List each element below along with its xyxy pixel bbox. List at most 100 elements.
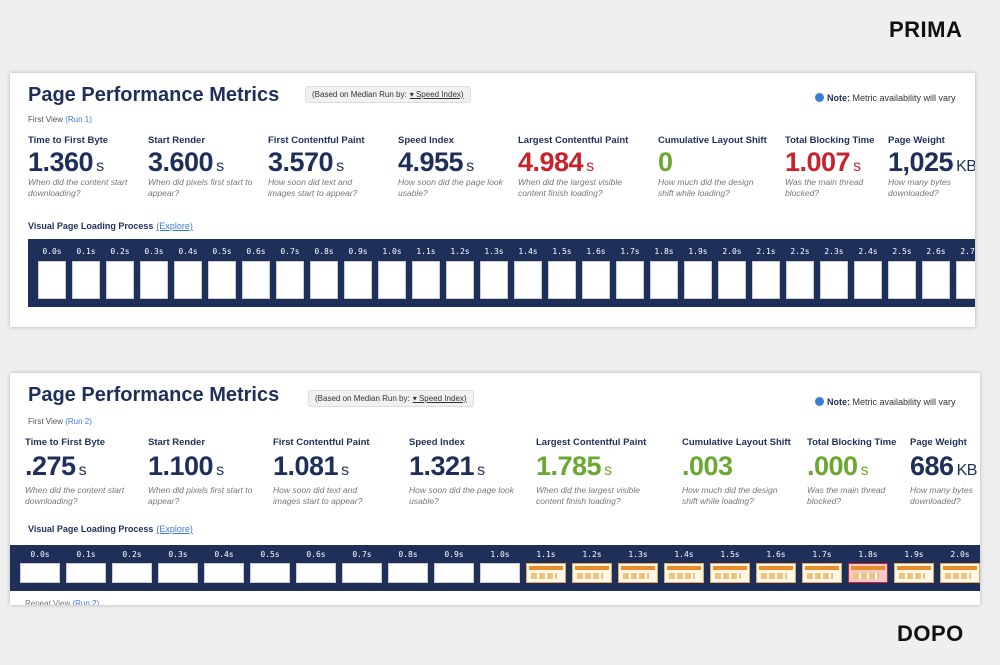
frame-time: 0.9s bbox=[444, 550, 464, 559]
frame-thumbnail bbox=[940, 563, 980, 583]
frame[interactable]: 0.1s bbox=[64, 545, 110, 591]
frame[interactable]: 1.5s bbox=[546, 239, 580, 307]
metric-unit: s bbox=[477, 462, 485, 479]
frame[interactable]: 1.3s bbox=[478, 239, 512, 307]
frame-thumbnail bbox=[344, 261, 372, 299]
frame-time: 0.3s bbox=[144, 247, 164, 256]
metric-value: 0 bbox=[658, 147, 673, 178]
metric-value: .003 bbox=[682, 451, 733, 482]
frame-thumbnail bbox=[20, 563, 60, 583]
frame[interactable]: 1.6s bbox=[754, 545, 800, 591]
frame[interactable]: 2.2s bbox=[784, 239, 818, 307]
frame-time: 0.2s bbox=[110, 247, 130, 256]
metric-description: When did the content start downloading? bbox=[28, 177, 128, 198]
frame[interactable]: 1.1s bbox=[524, 545, 570, 591]
run-link[interactable]: (Run 1) bbox=[65, 115, 92, 124]
frame[interactable]: 1.5s bbox=[708, 545, 754, 591]
metric-description: When did pixels first start to appear? bbox=[148, 177, 253, 198]
metric-number: 1,025 bbox=[888, 147, 954, 177]
frame-time: 1.0s bbox=[382, 247, 402, 256]
frame-thumbnail bbox=[752, 261, 780, 299]
metric-description: Was the main thread blocked? bbox=[807, 485, 886, 506]
metric-number: 686 bbox=[910, 451, 954, 481]
metric-value: 3.570 s bbox=[268, 147, 344, 178]
frame[interactable]: 0.2s bbox=[104, 239, 138, 307]
frame[interactable]: 1.2s bbox=[570, 545, 616, 591]
frame[interactable]: 0.4s bbox=[202, 545, 248, 591]
frame[interactable]: 1.9s bbox=[892, 545, 938, 591]
frame[interactable]: 0.6s bbox=[240, 239, 274, 307]
metric-value: 4.955 s bbox=[398, 147, 474, 178]
frame[interactable]: 2.5s bbox=[886, 239, 920, 307]
frame[interactable]: 2.6s bbox=[920, 239, 954, 307]
frame-time: 0.8s bbox=[398, 550, 418, 559]
frame-thumbnail bbox=[786, 261, 814, 299]
frame[interactable]: 0.6s bbox=[294, 545, 340, 591]
explore-link[interactable]: (Explore) bbox=[156, 524, 193, 534]
frame[interactable]: 0.3s bbox=[156, 545, 202, 591]
frame[interactable]: 2.0s bbox=[938, 545, 980, 591]
frame[interactable]: 0.9s bbox=[432, 545, 478, 591]
frame[interactable]: 0.7s bbox=[274, 239, 308, 307]
frame-thumbnail bbox=[158, 563, 198, 583]
metric-number: 1.081 bbox=[273, 451, 339, 481]
metric-dropdown[interactable]: ▾ Speed Index) bbox=[409, 90, 464, 99]
frame[interactable]: 2.4s bbox=[852, 239, 886, 307]
frame[interactable]: 1.8s bbox=[648, 239, 682, 307]
metric-value: 1.081 s bbox=[273, 451, 349, 482]
metric-description: How much did the design shift while load… bbox=[658, 177, 754, 198]
metric-value: 1,025 KB bbox=[888, 147, 975, 178]
frame[interactable]: 0.4s bbox=[172, 239, 206, 307]
frame[interactable]: 2.7s bbox=[954, 239, 975, 307]
median-run-selector: (Based on Median Run by: ▾ Speed Index) bbox=[305, 86, 471, 103]
metric-name: Total Blocking Time bbox=[807, 437, 897, 448]
based-on-text: (Based on Median Run by: bbox=[312, 90, 407, 99]
frame[interactable]: 0.5s bbox=[206, 239, 240, 307]
frame[interactable]: 0.8s bbox=[308, 239, 342, 307]
frame[interactable]: 1.9s bbox=[682, 239, 716, 307]
frame[interactable]: 0.3s bbox=[138, 239, 172, 307]
metric-unit: s bbox=[466, 158, 474, 175]
frame[interactable]: 1.1s bbox=[410, 239, 444, 307]
explore-link[interactable]: (Explore) bbox=[156, 221, 193, 231]
frame[interactable]: 1.7s bbox=[800, 545, 846, 591]
frame[interactable]: 2.3s bbox=[818, 239, 852, 307]
metric-number: 1.321 bbox=[409, 451, 475, 481]
frame[interactable]: 0.1s bbox=[70, 239, 104, 307]
frame[interactable]: 2.1s bbox=[750, 239, 784, 307]
frame-time: 0.5s bbox=[212, 247, 232, 256]
view-label: First View (Run 1) bbox=[28, 115, 92, 124]
frame[interactable]: 1.6s bbox=[580, 239, 614, 307]
frame[interactable]: 0.0s bbox=[36, 239, 70, 307]
metric-description: When did the largest visible content fin… bbox=[536, 485, 640, 506]
frame[interactable]: 0.0s bbox=[18, 545, 64, 591]
metric-dropdown[interactable]: ▾ Speed Index) bbox=[412, 394, 467, 403]
run-link[interactable]: (Run 2) bbox=[65, 417, 92, 426]
metric-description: How soon did the page look usable? bbox=[409, 485, 514, 506]
metric-name: Page Weight bbox=[910, 437, 967, 448]
frame-thumbnail bbox=[250, 563, 290, 583]
frame[interactable]: 1.8s bbox=[846, 545, 892, 591]
metric-number: 3.600 bbox=[148, 147, 214, 177]
frame[interactable]: 1.0s bbox=[478, 545, 524, 591]
frame[interactable]: 0.8s bbox=[386, 545, 432, 591]
frame-thumbnail bbox=[106, 261, 134, 299]
frame[interactable]: 1.4s bbox=[662, 545, 708, 591]
frame[interactable]: 0.5s bbox=[248, 545, 294, 591]
frame-time: 1.0s bbox=[490, 550, 510, 559]
metric-number: 3.570 bbox=[268, 147, 334, 177]
frame[interactable]: 1.4s bbox=[512, 239, 546, 307]
frame[interactable]: 1.7s bbox=[614, 239, 648, 307]
frame[interactable]: 2.0s bbox=[716, 239, 750, 307]
frame[interactable]: 0.2s bbox=[110, 545, 156, 591]
frame-time: 0.9s bbox=[348, 247, 368, 256]
frame[interactable]: 1.2s bbox=[444, 239, 478, 307]
metric-number: .000 bbox=[807, 451, 858, 481]
frame-time: 0.0s bbox=[42, 247, 62, 256]
frame[interactable]: 1.3s bbox=[616, 545, 662, 591]
frame[interactable]: 1.0s bbox=[376, 239, 410, 307]
frame[interactable]: 0.7s bbox=[340, 545, 386, 591]
frame-time: 1.5s bbox=[552, 247, 572, 256]
frame[interactable]: 0.9s bbox=[342, 239, 376, 307]
repeat-run-link[interactable]: (Run 2) bbox=[72, 599, 100, 605]
